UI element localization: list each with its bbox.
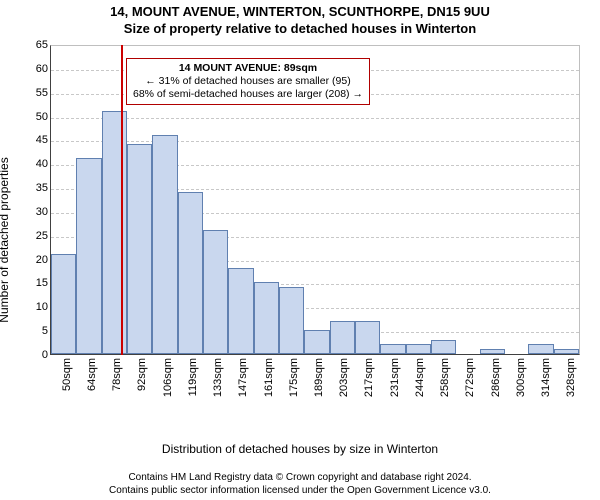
histogram-bar [254,282,279,354]
x-ticks: 50sqm 64sqm 78sqm 92sqm 106sqm 119sqm 133sqm 14… [50,358,580,433]
plot-region: 14 MOUNT AVENUE: 89sqm ← 31% of detached… [50,45,580,355]
histogram-bar [380,344,405,354]
x-tick-label: 92sqm [136,358,148,391]
x-tick-label: 147sqm [237,358,249,397]
y-tick-label: 5 [28,325,48,337]
header: 14, MOUNT AVENUE, WINTERTON, SCUNTHORPE,… [0,0,600,38]
chart-area: Number of detached properties 0 5 10 15 20 25… [0,40,600,440]
x-tick-label: 217sqm [363,358,375,397]
footer: Contains HM Land Registry data © Crown c… [0,472,600,497]
histogram-bar [480,349,505,354]
y-tick-label: 55 [28,87,48,99]
y-tick-label: 35 [28,182,48,194]
annotation-box: 14 MOUNT AVENUE: 89sqm ← 31% of detached… [126,58,370,105]
x-axis-label: Distribution of detached houses by size … [0,442,600,456]
annotation-line-0: 14 MOUNT AVENUE: 89sqm [133,62,363,75]
property-marker-line [121,45,123,355]
footer-line-1: Contains HM Land Registry data © Crown c… [0,472,600,485]
y-tick-label: 40 [28,158,48,170]
x-tick-label: 106sqm [162,358,174,397]
annotation-line-2: 68% of semi-detached houses are larger (… [133,88,363,101]
x-tick-label: 300sqm [515,358,527,397]
histogram-bar [431,340,456,354]
histogram-bar [228,268,253,354]
histogram-bar [152,135,177,354]
histogram-bar [127,144,152,354]
histogram-bar [51,254,76,354]
x-tick-label: 272sqm [464,358,476,397]
footer-line-2: Contains public sector information licen… [0,485,600,498]
histogram-bar [554,349,579,354]
histogram-bar [355,321,380,354]
histogram-bar [406,344,431,354]
x-tick-label: 133sqm [212,358,224,397]
x-tick-label: 50sqm [61,358,73,391]
x-tick-label: 175sqm [288,358,300,397]
histogram-bar [279,287,304,354]
y-tick-label: 45 [28,134,48,146]
subtitle-line: Size of property relative to detached ho… [0,21,600,38]
histogram-bar [203,230,228,354]
y-axis-label: Number of detached properties [0,157,11,322]
y-tick-label: 65 [28,39,48,51]
y-tick-label: 15 [28,277,48,289]
x-tick-label: 314sqm [540,358,552,397]
histogram-bar [330,321,355,354]
y-tick-label: 60 [28,63,48,75]
histogram-bar [304,330,329,354]
x-tick-label: 189sqm [313,358,325,397]
y-tick-label: 50 [28,111,48,123]
x-tick-label: 78sqm [111,358,123,391]
histogram-bar [76,158,101,354]
y-tick-label: 25 [28,230,48,242]
x-tick-label: 161sqm [263,358,275,397]
annotation-line-1: ← 31% of detached houses are smaller (95… [133,75,363,88]
histogram-bar [178,192,203,354]
x-tick-label: 119sqm [187,358,199,396]
y-tick-label: 0 [28,349,48,361]
y-tick-label: 20 [28,254,48,266]
histogram-bar [528,344,553,354]
x-tick-label: 328sqm [565,358,577,397]
y-tick-label: 30 [28,206,48,218]
x-tick-label: 64sqm [86,358,98,391]
x-tick-label: 203sqm [338,358,350,397]
x-tick-label: 286sqm [490,358,502,397]
address-line: 14, MOUNT AVENUE, WINTERTON, SCUNTHORPE,… [0,4,600,21]
y-tick-label: 10 [28,301,48,313]
x-tick-label: 244sqm [414,358,426,397]
x-tick-label: 258sqm [439,358,451,397]
x-tick-label: 231sqm [389,358,401,397]
